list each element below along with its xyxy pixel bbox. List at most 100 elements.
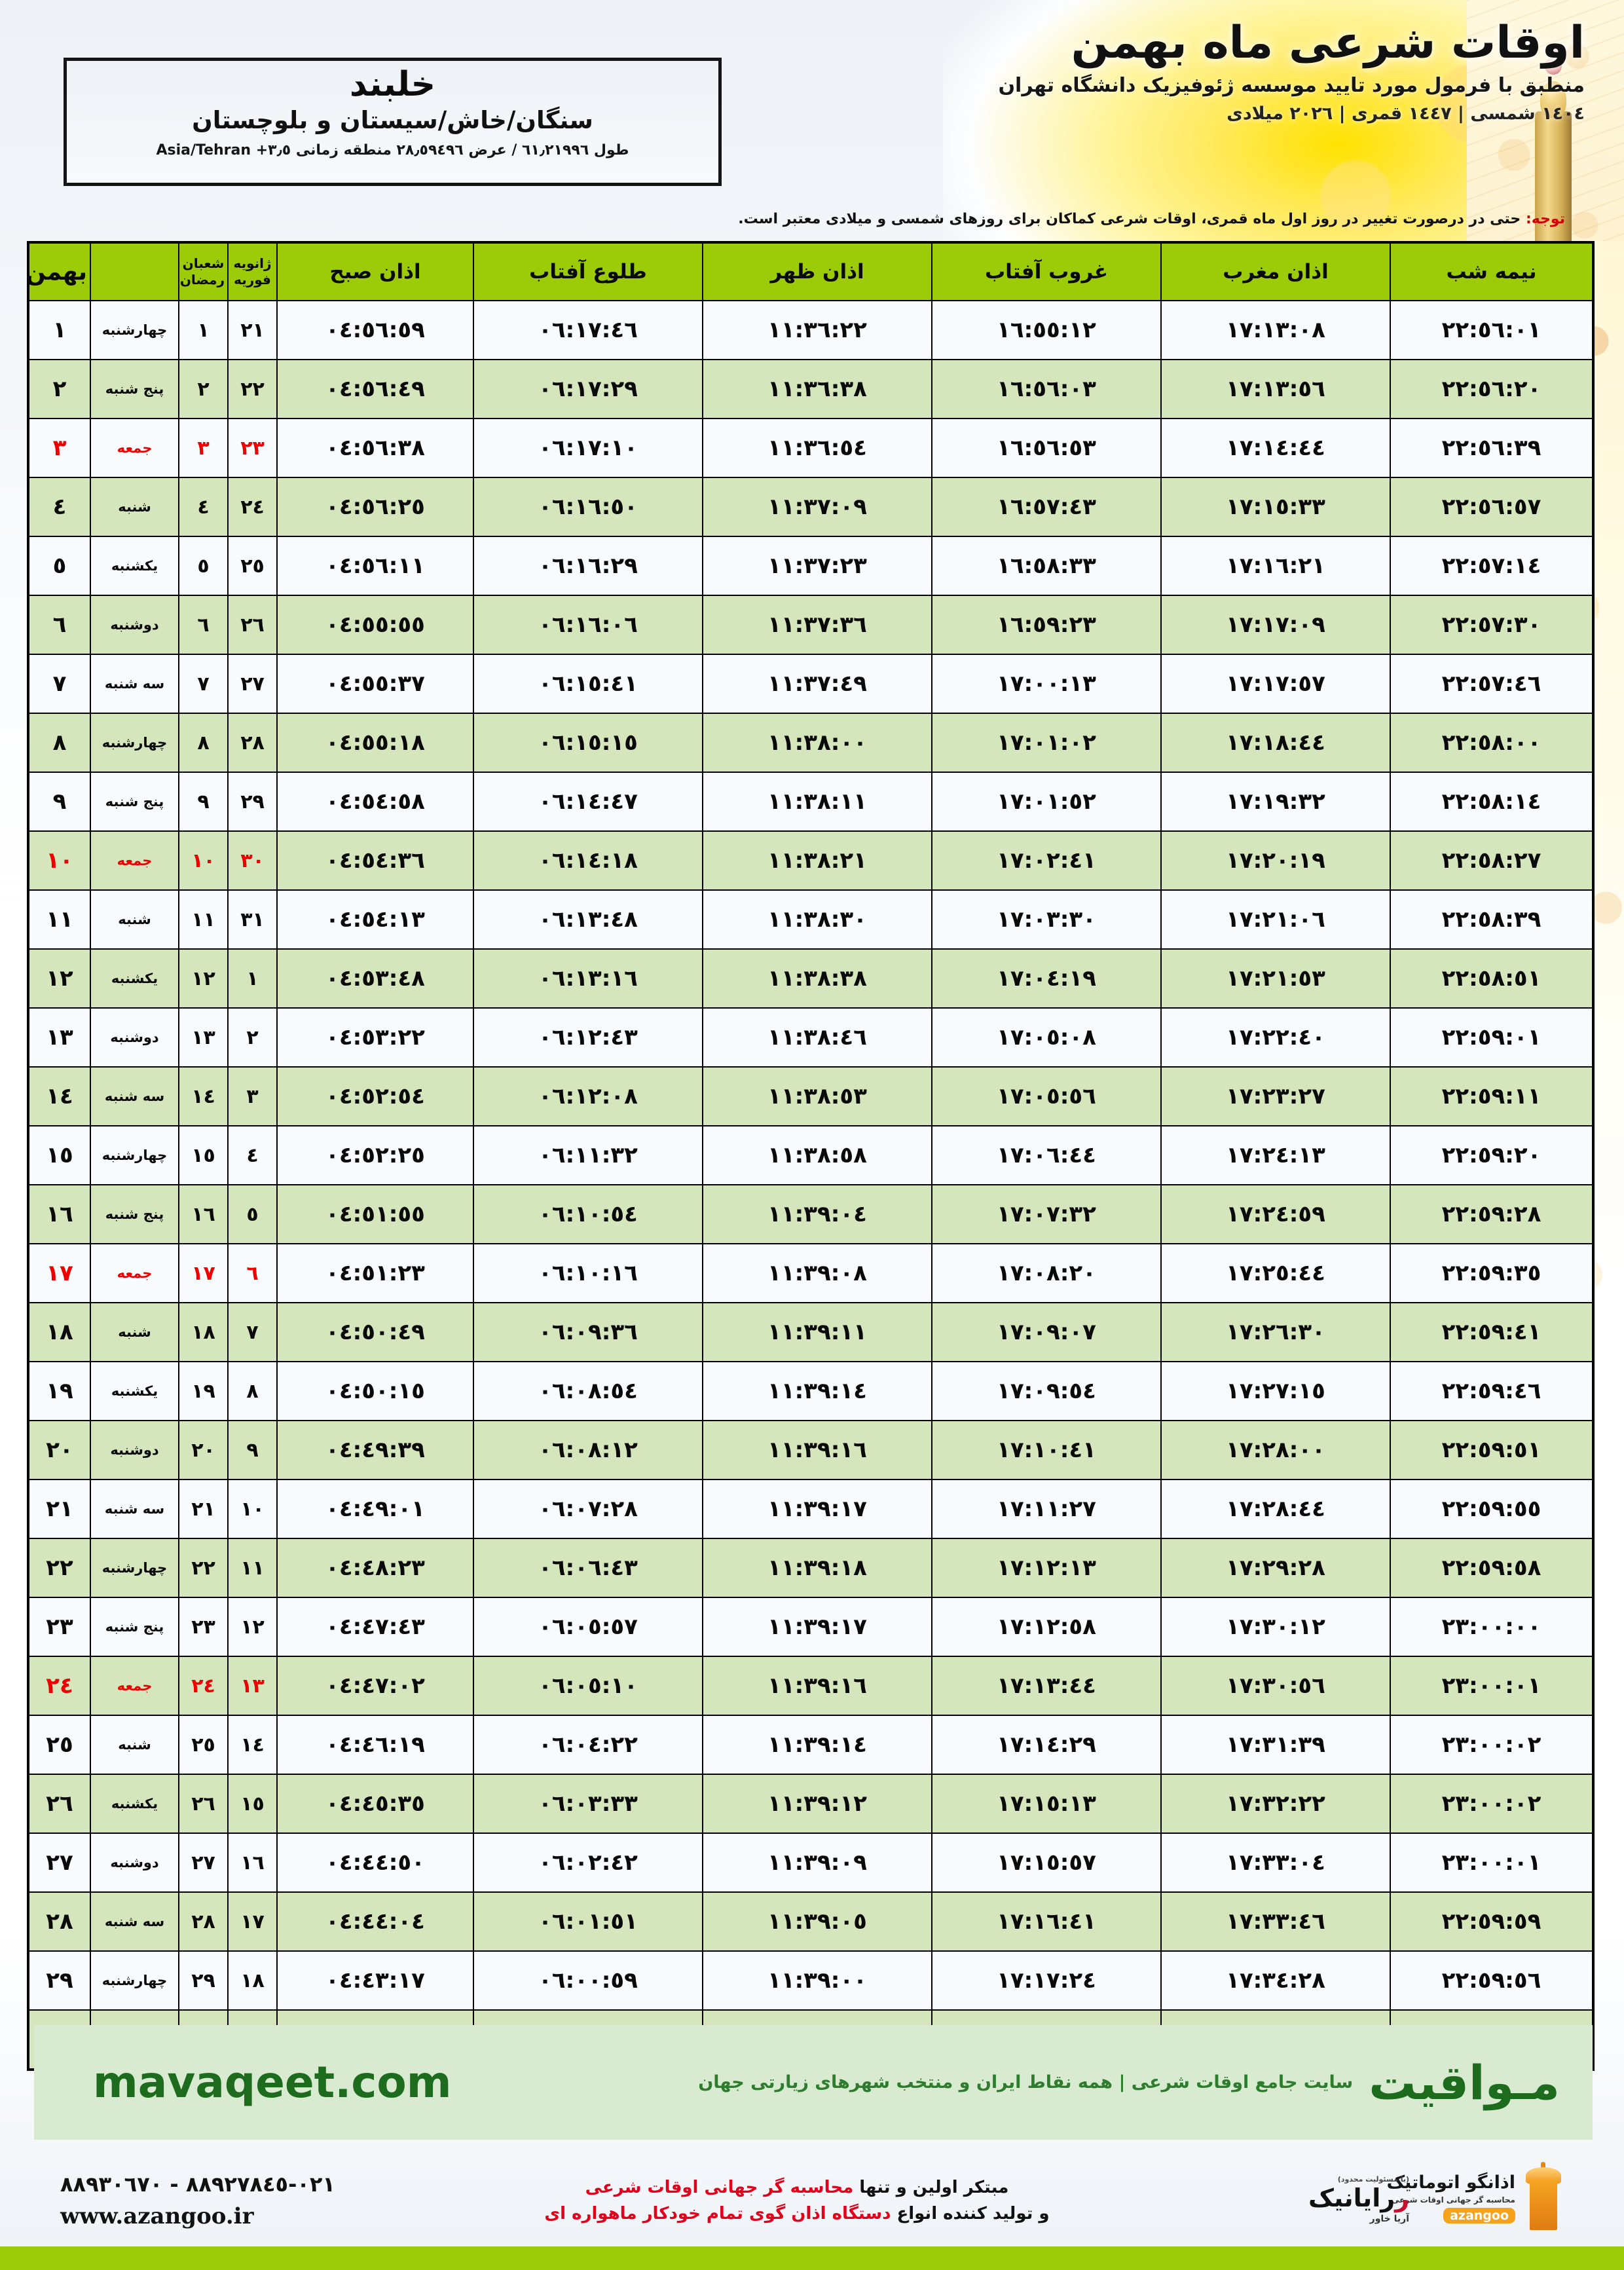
cell-hijri: ١١ [178,889,229,950]
cell-gregorian: ٣ [227,1066,278,1126]
cell-midnight: ٢٢:٥٦:٠١ [1390,300,1594,360]
cell-hijri: ١٥ [178,1125,229,1185]
cell-fajr: ٠٤:٥١:٢٣ [276,1243,474,1303]
cell-midnight: ٢٢:٥٩:١١ [1390,1066,1594,1126]
cell-bahman-day: ١٠ [28,830,91,891]
cell-weekday: پنج شنبه [90,359,179,419]
brand-website[interactable]: mavaqeet.com [93,2057,452,2108]
cell-hijri: ٢١ [178,1479,229,1539]
cell-gregorian: ١٤ [227,1715,278,1775]
cell-bahman-day: ٣ [28,418,91,478]
cell-maghrib: ١٧:١٤:٤٤ [1160,418,1391,478]
cell-midnight: ٢٢:٥٧:١٤ [1390,536,1594,596]
cell-fajr: ٠٤:٥٦:١١ [276,536,474,596]
cell-hijri: ٢٦ [178,1774,229,1834]
col-header-weekday [90,242,179,301]
cell-midnight: ٢٣:٠٠:٠٢ [1390,1774,1594,1834]
cell-midnight: ٢٢:٥٩:٢٠ [1390,1125,1594,1185]
cell-bahman-day: ١١ [28,889,91,950]
cell-sunset: ١٧:٠٥:٠٨ [931,1007,1162,1068]
cell-gregorian: ٢٥ [227,536,278,596]
cell-midnight: ٢٢:٥٩:٥٩ [1390,1891,1594,1952]
cell-weekday: یکشنبه [90,948,179,1009]
cell-weekday: جمعه [90,418,179,478]
table-row: ٢٣:٠٠:٠٠ ١٧:٣٠:١٢ ١٧:١٢:٥٨ ١١:٣٩:١٧ ٠٦:٠٥:٥٧… [28,1597,1594,1657]
table-head: نیمه شب اذان مغرب غروب آفتاب اذان ظهر طل… [26,242,1594,301]
cell-sunrise: ٠٦:١٥:٤١ [473,654,703,714]
cell-bahman-day: ١٣ [28,1007,91,1068]
cell-sunset: ١٦:٥٨:٣٣ [931,536,1162,596]
cell-dhuhr: ١١:٣٩:٠٤ [702,1184,932,1244]
cell-gregorian: ٤ [227,1125,278,1185]
cell-midnight: ٢٣:٠٠:٠١ [1390,1833,1594,1893]
cell-fajr: ٠٤:٤٧:٠٢ [276,1656,474,1716]
cell-midnight: ٢٣:٠٠:٠٢ [1390,1715,1594,1775]
table-row: ٢٢:٥٨:٥١ ١٧:٢١:٥٣ ١٧:٠٤:١٩ ١١:٣٨:٣٨ ٠٦:١٣:١٦… [28,948,1594,1009]
cell-gregorian: ٣٠ [227,830,278,891]
cell-maghrib: ١٧:١٣:٠٨ [1160,300,1391,360]
greg-top-label: ژانویه [233,255,272,271]
cell-hijri: ٥ [178,536,229,596]
cell-weekday: سه شنبه [90,1066,179,1126]
cell-fajr: ٠٤:٤٦:١٩ [276,1715,474,1775]
brand-name-fa: مـواقیت [1369,2055,1560,2110]
cell-bahman-day: ٢ [28,359,91,419]
cell-weekday: یکشنبه [90,536,179,596]
cell-weekday: سه شنبه [90,1479,179,1539]
cell-bahman-day: ٢٦ [28,1774,91,1834]
cell-gregorian: ١١ [227,1538,278,1598]
cell-gregorian: ١٧ [227,1891,278,1952]
cell-dhuhr: ١١:٣٩:١٤ [702,1361,932,1421]
cell-sunset: ١٧:١٥:٥٧ [931,1833,1162,1893]
table-row: ٢٣:٠٠:٠١ ١٧:٣٠:٥٦ ١٧:١٣:٤٤ ١١:٣٩:١٦ ٠٦:٠٥:١٠… [28,1656,1594,1716]
cell-midnight: ٢٢:٥٦:٢٠ [1390,359,1594,419]
cell-dhuhr: ١١:٣٧:٠٩ [702,477,932,537]
cell-dhuhr: ١١:٣٦:٥٤ [702,418,932,478]
cell-sunset: ١٧:١١:٢٧ [931,1479,1162,1539]
cell-sunrise: ٠٦:١٤:٤٧ [473,772,703,832]
cell-sunset: ١٧:٠٠:١٣ [931,654,1162,714]
cell-maghrib: ١٧:٢٣:٢٧ [1160,1066,1391,1126]
azangoo-name-fa: اذانگو اتوماتیک [1386,2172,1515,2193]
cell-sunrise: ٠٦:٠١:٥١ [473,1891,703,1952]
contact-phone: ٠٢١-٨٨٩٢٧٨٤٥ - ٨٨٩٣٠٦٧٠ [60,2172,335,2197]
cell-sunrise: ٠٦:١٥:١٥ [473,713,703,773]
company-slogan: مبتکر اولین و تنها محاسبه گر جهانی اوقات… [335,2178,1259,2223]
cell-sunrise: ٠٦:٠٧:٢٨ [473,1479,703,1539]
cell-dhuhr: ١١:٣٩:١٧ [702,1597,932,1657]
cell-gregorian: ١٢ [227,1597,278,1657]
cell-bahman-day: ٧ [28,654,91,714]
contact-website[interactable]: www.azangoo.ir [60,2203,254,2229]
table-row: ٢٢:٥٩:٤٦ ١٧:٢٧:١٥ ١٧:٠٩:٥٤ ١١:٣٩:١٤ ٠٦:٠٨:٥٤… [28,1361,1594,1421]
cell-sunrise: ٠٦:١٧:٤٦ [473,300,703,360]
cell-dhuhr: ١١:٣٩:٠٨ [702,1243,932,1303]
table-row: ٢٢:٥٦:٣٩ ١٧:١٤:٤٤ ١٦:٥٦:٥٣ ١١:٣٦:٥٤ ٠٦:١٧:١٠… [28,418,1594,478]
note-line: توجه: حتی در درصورت تغییر در روز اول ماه… [65,211,1565,227]
cell-weekday: جمعه [90,1243,179,1303]
cell-fajr: ٠٤:٤٩:٠١ [276,1479,474,1539]
cell-gregorian: ٢٦ [227,595,278,655]
note-label: توجه: [1525,211,1565,227]
cell-weekday: چهارشنبه [90,1538,179,1598]
cell-midnight: ٢٢:٥٨:٣٩ [1390,889,1594,950]
cell-dhuhr: ١١:٣٨:٣٠ [702,889,932,950]
table-row: ٢٢:٥٩:٥٦ ١٧:٣٤:٢٨ ١٧:١٧:٢٤ ١١:٣٩:٠٠ ٠٦:٠٠:٥٩… [28,1950,1594,2011]
cell-maghrib: ١٧:٢٦:٣٠ [1160,1302,1391,1362]
cell-maghrib: ١٧:٣٤:٢٨ [1160,1950,1391,2011]
cell-fajr: ٠٤:٥٦:٣٨ [276,418,474,478]
cell-midnight: ٢٢:٥٩:٥٨ [1390,1538,1594,1598]
cell-midnight: ٢٢:٥٦:٣٩ [1390,418,1594,478]
cell-sunset: ١٧:٠٦:٤٤ [931,1125,1162,1185]
cell-bahman-day: ٢٩ [28,1950,91,2011]
city-info-box: خلبند سنگان/خاش/سیستان و بلوچستان طول ٦١… [64,58,722,186]
cell-sunrise: ٠٦:٠٥:١٠ [473,1656,703,1716]
cell-hijri: ٢ [178,359,229,419]
azangoo-subtitle: محاسبه گر جهانی اوقات شرعی [1391,2195,1515,2205]
cell-sunset: ١٧:١٧:٢٤ [931,1950,1162,2011]
cell-dhuhr: ١١:٣٩:١١ [702,1302,932,1362]
cell-fajr: ٠٤:٤٧:٤٣ [276,1597,474,1657]
cell-bahman-day: ٢٤ [28,1656,91,1716]
cell-fajr: ٠٤:٤٣:١٧ [276,1950,474,2011]
cell-maghrib: ١٧:٢٥:٤٤ [1160,1243,1391,1303]
cell-weekday: سه شنبه [90,1891,179,1952]
